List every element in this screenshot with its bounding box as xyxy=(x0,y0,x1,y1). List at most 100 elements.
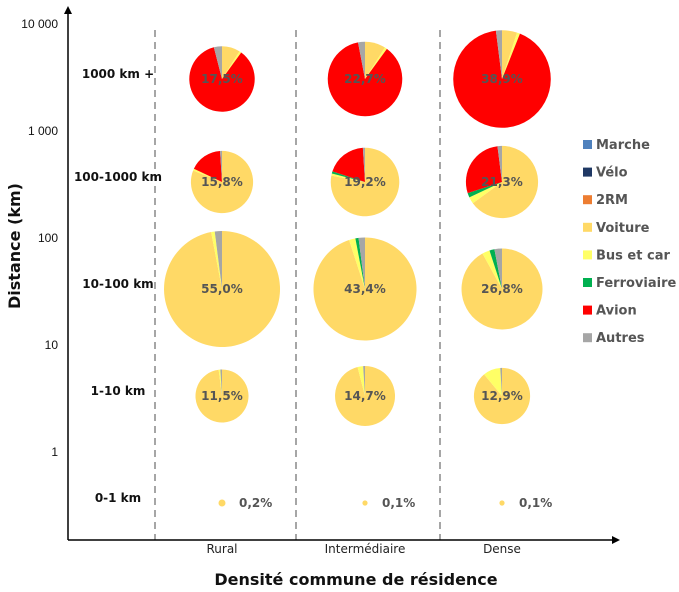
y-tick-labels: 1 10 100 1 000 10 000 xyxy=(21,17,58,459)
y-tick-label: 1 xyxy=(51,445,58,459)
legend-swatch xyxy=(583,250,592,260)
distance-class-label: 10-100 km xyxy=(82,277,153,291)
legend-label: Bus et car xyxy=(596,248,670,263)
pie-rural-1-10-km: 11,5% xyxy=(195,369,249,423)
pie-intermediaire-0-1-km: 0,1% xyxy=(362,496,415,510)
pie-share-label: 12,9% xyxy=(481,389,523,403)
legend-item-ferroviaire: Ferroviaire xyxy=(583,276,676,291)
legend-swatch xyxy=(583,222,592,232)
legend-swatch xyxy=(583,305,592,315)
category-label: Dense xyxy=(483,542,521,556)
pie-share-label: 22,7% xyxy=(344,72,386,86)
pie-slice-ferroviaire xyxy=(331,171,365,182)
legend-item-avion: Avion xyxy=(583,304,637,319)
pie-slice-autres xyxy=(495,30,502,79)
legend-item-velo: Vélo xyxy=(583,166,628,181)
pie-slice-autres xyxy=(358,237,365,289)
y-tick-label: 10 000 xyxy=(21,17,58,31)
pie-slice-avion xyxy=(327,42,403,117)
pie-share-label: 38,9% xyxy=(481,72,523,86)
pie-dense-1-10-km: 12,9% xyxy=(473,367,531,425)
pie-intermediaire-1000-km: 22,7% xyxy=(327,41,403,117)
pie-dense-10-100-km: 26,8% xyxy=(461,248,543,330)
category-label: Intermédiaire xyxy=(325,542,406,556)
pie-slice-avion xyxy=(465,146,502,194)
pie-slice-bus-et-car xyxy=(365,47,387,79)
pie-slice-avion xyxy=(453,30,551,128)
pie-slice-bus-et-car xyxy=(211,231,222,289)
pie-slice-autres xyxy=(494,248,502,289)
pie-slice-bus-et-car xyxy=(484,367,502,396)
axes xyxy=(64,6,620,544)
legend-label: Marche xyxy=(596,138,650,153)
pie-slice-autres xyxy=(497,145,502,182)
y-axis-title: Distance (km) xyxy=(5,183,24,309)
pie-slice-autres xyxy=(214,231,222,289)
legend-swatch xyxy=(583,195,592,205)
pie-dense-100-1000-km: 21,3% xyxy=(465,145,539,219)
pie-slice-voiture xyxy=(461,248,543,330)
pie-intermediaire-10-100-km: 43,4% xyxy=(313,237,417,341)
legend-swatch xyxy=(583,333,592,343)
distance-class-label: 1000 km + xyxy=(82,67,154,81)
pie-slice-autres xyxy=(363,366,365,396)
legend-swatch xyxy=(583,167,592,177)
pie-slice-bus-et-car xyxy=(349,238,365,289)
pie-slice-ferroviaire xyxy=(467,182,502,198)
pie-slice-autres xyxy=(220,369,222,396)
pie-slice-voiture xyxy=(499,500,505,506)
legend-label: Voiture xyxy=(596,221,650,236)
y-tick-label: 1 000 xyxy=(28,124,58,138)
pie-rural-10-100-km: 55,0% xyxy=(164,230,281,347)
pie-dense-0-1-km: 0,1% xyxy=(499,496,552,510)
pie-slice-bus-et-car xyxy=(218,369,222,396)
pie-slice-bus-et-car xyxy=(357,366,365,396)
pie-slice-voiture xyxy=(335,366,396,426)
pie-slice-autres xyxy=(220,150,222,182)
pie-share-label: 43,4% xyxy=(344,282,386,296)
pie-slice-ferroviaire xyxy=(489,249,502,289)
legend-item-voiture: Voiture xyxy=(583,221,650,236)
pie-slice-voiture xyxy=(222,46,240,79)
pie-rural-100-1000-km: 15,8% xyxy=(190,150,254,214)
pie-slice-bus-et-car xyxy=(331,173,365,182)
pie-slice-bus-et-car xyxy=(469,182,502,204)
pie-dense-1000-km: 38,9% xyxy=(453,30,551,128)
pie-slice-voiture xyxy=(195,369,249,423)
pie-share-label: 17,5% xyxy=(201,72,243,86)
pie-share-label: 0,1% xyxy=(382,496,415,510)
legend-label: Vélo xyxy=(596,166,628,181)
pie-slice-voiture xyxy=(502,30,518,79)
legend-item-bus-et-car: Bus et car xyxy=(583,248,670,263)
pie-slice-voiture xyxy=(365,41,385,79)
pie-share-label: 14,7% xyxy=(344,389,386,403)
pie-slice-voiture xyxy=(330,147,400,217)
pie-rural-1000-km: 17,5% xyxy=(189,46,255,112)
pie-slice-voiture xyxy=(190,150,254,214)
legend-item-marche: Marche xyxy=(583,138,650,153)
pie-intermediaire-1-10-km: 14,7% xyxy=(335,366,396,426)
pie-share-label: 0,2% xyxy=(239,496,272,510)
legend: Marche Vélo 2RM Voiture Bus et car Ferroviair… xyxy=(583,138,676,346)
pie-slice-voiture xyxy=(472,145,539,219)
pie-slice-bus-et-car xyxy=(482,250,502,289)
pie-slice-avion xyxy=(193,150,222,182)
category-label: Rural xyxy=(206,542,237,556)
pie-share-label: 19,2% xyxy=(344,175,386,189)
distance-class-label: 100-1000 km xyxy=(74,170,162,184)
pie-slice-autres xyxy=(362,147,365,182)
pie-slice-bus-et-car xyxy=(502,32,520,79)
category-labels: Rural Intermédiaire Dense xyxy=(206,542,520,556)
pie-slice-avion xyxy=(332,147,365,182)
pie-share-label: 11,5% xyxy=(201,389,243,403)
pie-slice-bus-et-car xyxy=(222,51,242,79)
legend-swatch xyxy=(583,140,592,149)
pie-slice-autres xyxy=(213,46,222,79)
pie-share-label: 26,8% xyxy=(481,282,523,296)
legend-label: Autres xyxy=(596,331,645,346)
pie-slice-avion xyxy=(189,47,255,112)
pie-slice-autres xyxy=(358,41,365,79)
pie-slice-voiture xyxy=(164,230,281,347)
legend-item-2rm: 2RM xyxy=(583,193,628,208)
